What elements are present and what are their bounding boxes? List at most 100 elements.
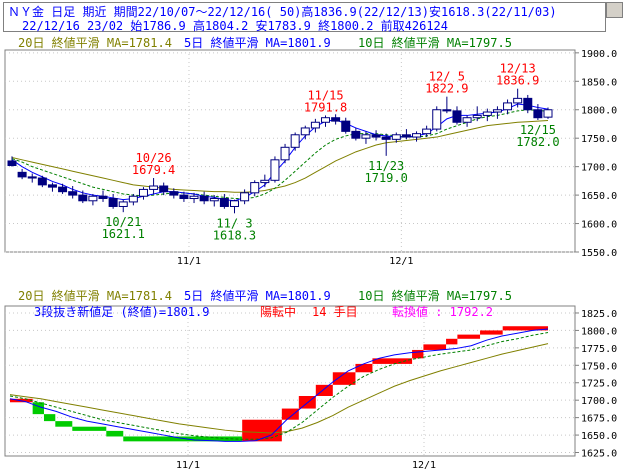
legend-entry: 10日 終値平滑 MA=1797.5 xyxy=(358,35,512,50)
candle-down xyxy=(401,134,411,138)
x-tick-label: 11/1 xyxy=(176,460,200,471)
scroll-button[interactable] xyxy=(606,2,623,18)
candle-down xyxy=(219,198,229,207)
candle-down xyxy=(17,171,27,178)
annotation-date: 12/15 xyxy=(520,123,556,137)
annotation-date: 12/ 5 xyxy=(429,70,465,84)
candle-down xyxy=(68,191,78,196)
brick-up xyxy=(412,349,424,359)
candle-down xyxy=(179,194,189,200)
ma10-line xyxy=(11,109,549,200)
legend-entry: 5日 終値平滑 MA=1801.9 xyxy=(184,288,331,303)
legend-entry: 20日 終値平滑 MA=1781.4 xyxy=(18,288,172,303)
annotation-value: 1621.1 xyxy=(102,227,145,241)
candle-up xyxy=(290,134,300,148)
annotation-date: 11/ 3 xyxy=(216,216,252,230)
candlestick-chart: 1900.0 1850.0 1800.0 1750.0 1700.0 1650.0 1600… xyxy=(4,35,617,267)
annotation-value: 1822.9 xyxy=(425,82,468,96)
candle-down xyxy=(98,195,108,200)
candle-up xyxy=(118,201,128,207)
candle-down xyxy=(442,109,452,112)
candle-up xyxy=(280,146,290,161)
candle-up xyxy=(128,195,138,203)
annotation-value: 1782.0 xyxy=(516,135,559,149)
brick-up xyxy=(242,419,282,442)
annotation-date: 11/15 xyxy=(307,88,343,102)
ma5-line xyxy=(9,328,549,442)
candle-down xyxy=(7,160,17,167)
candle-up xyxy=(260,179,270,184)
annotation-date: 10/21 xyxy=(105,215,141,229)
brick-up xyxy=(315,384,333,396)
candle-down xyxy=(27,176,37,179)
legend-entry: 20日 終値平滑 MA=1781.4 xyxy=(18,35,172,50)
candle-up xyxy=(270,159,280,181)
candle-down xyxy=(533,109,543,119)
y-tick-label: 1675.0 xyxy=(581,414,617,425)
candle-down xyxy=(351,130,361,139)
y-tick-label: 1750.0 xyxy=(581,134,617,145)
plot-frame xyxy=(4,49,576,253)
y-tick-label: 1600.0 xyxy=(581,220,617,231)
candle-down xyxy=(58,186,68,193)
info-state: 陽転中 xyxy=(260,304,296,319)
candle-up xyxy=(138,188,148,197)
candle-up xyxy=(391,134,401,140)
annotation-value: 1719.0 xyxy=(365,171,408,185)
brick-down xyxy=(106,430,124,437)
candle-down xyxy=(452,110,462,123)
annotation-date: 11/23 xyxy=(368,159,404,173)
candle-up xyxy=(513,97,523,104)
y-tick-label: 1650.0 xyxy=(581,191,617,202)
y-tick-label: 1775.0 xyxy=(581,344,617,355)
candle-up xyxy=(482,111,492,116)
candle-down xyxy=(523,97,533,111)
brick-up xyxy=(480,330,503,335)
candle-up xyxy=(412,133,422,138)
info-count: 14 手目 xyxy=(312,305,358,319)
ma10-line xyxy=(9,332,549,440)
candle-up xyxy=(250,182,260,194)
annotation-value: 1679.4 xyxy=(132,163,175,177)
annotation-value: 1618.3 xyxy=(213,228,256,242)
candle-up xyxy=(88,195,98,202)
candle-down xyxy=(108,198,118,207)
x-tick-label: 12/1 xyxy=(389,256,413,267)
y-tick-label: 1825.0 xyxy=(581,309,617,320)
y-tick-label: 1750.0 xyxy=(581,361,617,372)
candle-up xyxy=(503,102,513,111)
info-method: 3段抜き新値足 (終値)=1801.9 xyxy=(34,304,209,319)
candle-down xyxy=(169,191,179,196)
candle-down xyxy=(371,134,381,138)
brick-down xyxy=(55,421,73,427)
brick-down xyxy=(123,436,243,442)
x-tick-label: 11/1 xyxy=(177,256,201,267)
candle-up xyxy=(149,185,159,190)
y-tick-label: 1700.0 xyxy=(581,163,617,174)
annotation-date: 12/13 xyxy=(500,62,536,76)
header-title: ＮＹ金 日足 期近 期間22/10/07～22/12/16( 50)高1836.… xyxy=(8,5,557,19)
brick-down xyxy=(43,414,56,422)
brick-up xyxy=(372,358,413,364)
chart-header: ＮＹ金 日足 期近 期間22/10/07～22/12/16( 50)高1836.… xyxy=(3,2,606,33)
y-tick-label: 1850.0 xyxy=(581,77,617,88)
header-ohlc: 22/12/16 23/02 始1786.9 高1804.2 安1783.9 終… xyxy=(22,19,449,33)
candle-down xyxy=(78,194,88,202)
candle-up xyxy=(543,109,553,118)
annotation-value: 1791.8 xyxy=(304,100,347,114)
candle-up xyxy=(209,198,219,202)
y-tick-label: 1650.0 xyxy=(581,431,617,442)
ma20-line xyxy=(11,120,549,193)
candle-up xyxy=(310,121,320,129)
ma20-line xyxy=(9,343,549,434)
y-tick-label: 1625.0 xyxy=(581,449,617,460)
candle-up xyxy=(300,127,310,136)
annotation-value: 1836.9 xyxy=(496,74,539,88)
candle-down xyxy=(331,117,341,122)
legend-entry: 5日 終値平滑 MA=1801.9 xyxy=(184,35,331,50)
brick-up xyxy=(355,363,373,373)
candle-up xyxy=(189,195,199,200)
legend-entry: 10日 終値平滑 MA=1797.5 xyxy=(358,288,512,303)
y-tick-label: 1550.0 xyxy=(581,248,617,259)
y-tick-label: 1800.0 xyxy=(581,106,617,117)
